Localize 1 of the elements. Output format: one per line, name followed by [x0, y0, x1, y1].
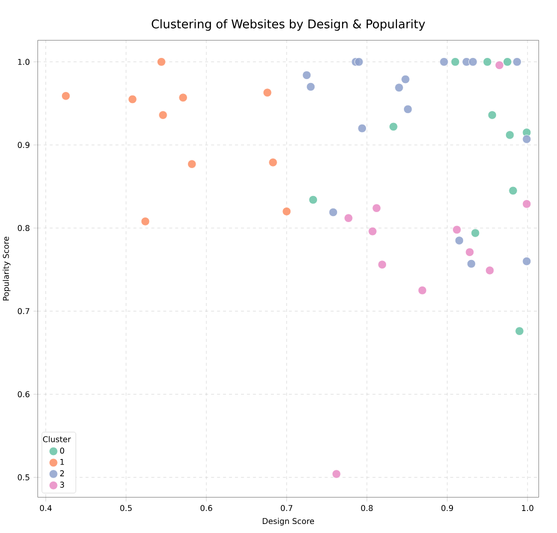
- chart-title: Clustering of Websites by Design & Popularity: [152, 19, 426, 31]
